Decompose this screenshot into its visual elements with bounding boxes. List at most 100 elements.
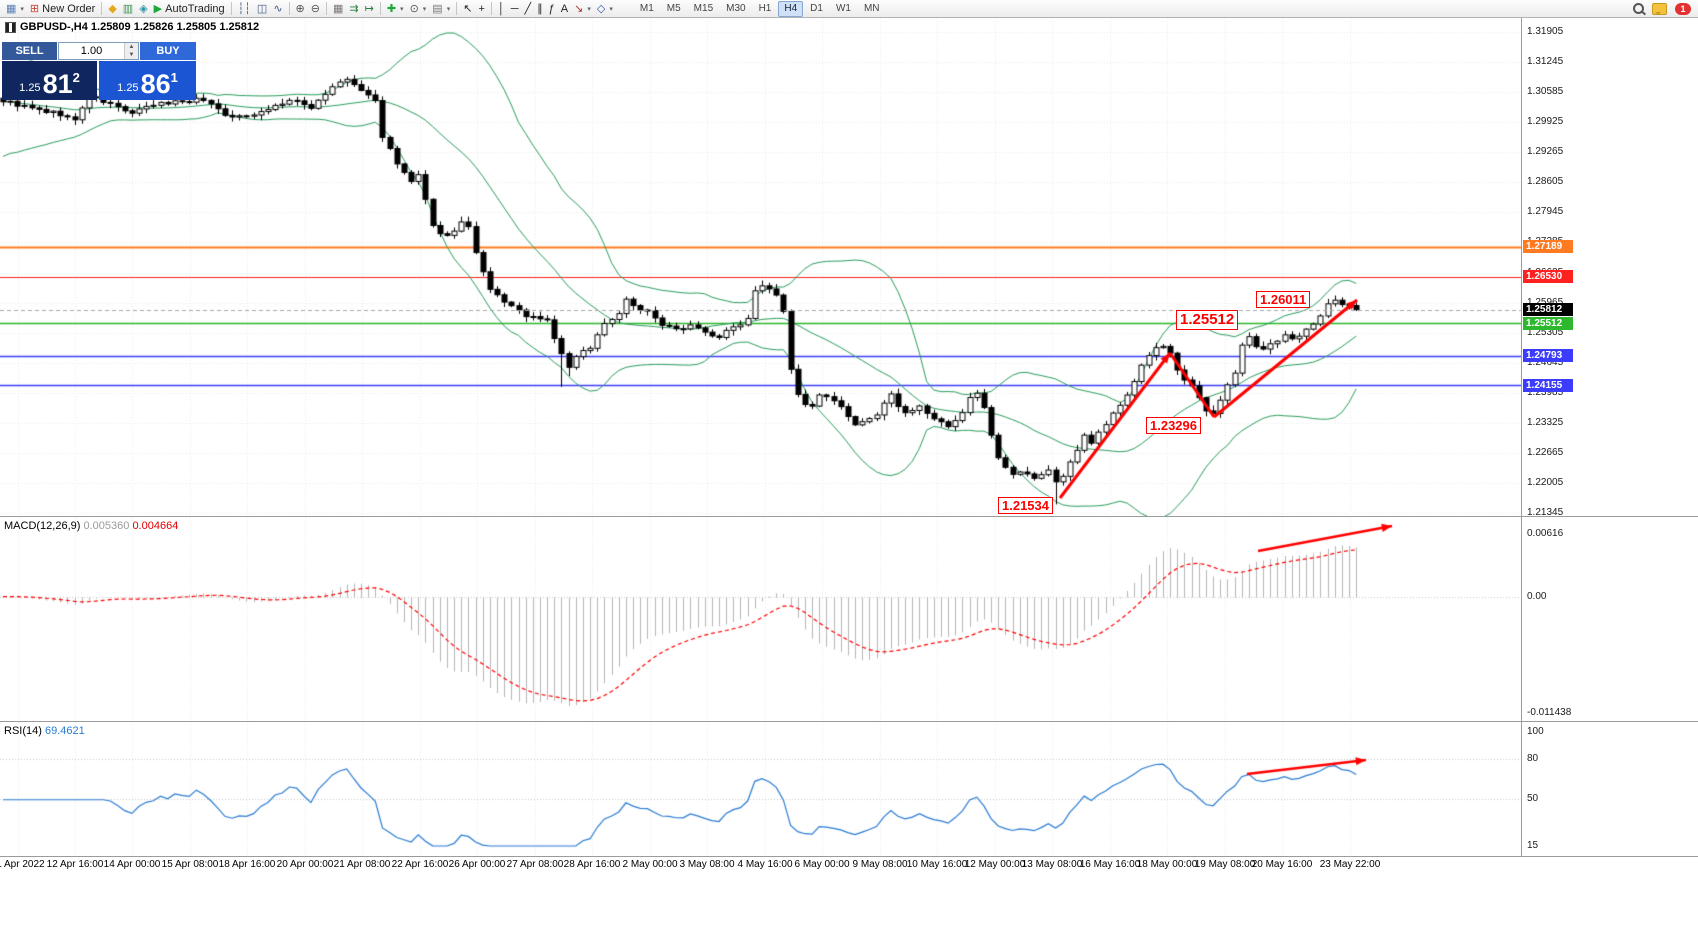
sell-button[interactable]: SELL [2, 42, 57, 60]
market-watch-icon-icon: ▥ [122, 2, 134, 15]
arrows-tool-icon[interactable]: ↘ ▾ [571, 1, 594, 17]
autotrading-button-label: AutoTrading [165, 2, 225, 15]
rsi-panel-canvas[interactable] [0, 722, 1522, 856]
symbol-ohlc-text: GBPUSD-,H4 1.25809 1.25826 1.25805 1.258… [20, 21, 260, 33]
toolbar-separator [490, 2, 492, 15]
macd-axis-label: 0.00 [1527, 590, 1547, 602]
indicators-icon[interactable]: ✚ ▾ [384, 1, 407, 17]
new-chart-icon[interactable]: ▦ ▾ [3, 1, 27, 17]
time-axis-label: 12 Apr 16:00 [46, 859, 104, 870]
dropdown-caret-icon: ▾ [587, 5, 591, 13]
trendline-icon[interactable]: ╱ [522, 1, 535, 17]
strategy-tester-icon[interactable]: ◈ [136, 1, 150, 17]
text-label-icon[interactable]: A [558, 1, 571, 17]
price-axis-label: 1.29265 [1527, 146, 1564, 158]
panel-separator [0, 856, 1698, 857]
macd-axis-label: 0.00616 [1527, 527, 1564, 539]
zoom-in-icon[interactable]: ⊕ [293, 1, 308, 17]
toolbar-right-group: 1 [1633, 2, 1695, 15]
timeframe-button-h1[interactable]: H1 [758, 2, 772, 14]
timeframe-button-h4[interactable]: H4 [778, 0, 804, 17]
panel-separator[interactable] [0, 721, 1698, 722]
time-axis-label: 11 Apr 2022 [0, 859, 45, 870]
volume-spinner: ▲ ▼ [124, 43, 138, 59]
buy-price-big: 86 [140, 69, 171, 100]
timeframe-button-m30[interactable]: M30 [726, 2, 746, 14]
metaeditor-icon-icon: ◆ [108, 2, 117, 15]
volume-input[interactable] [59, 43, 124, 59]
auto-scroll-icon[interactable]: ⇉ [346, 1, 361, 17]
new-order-button[interactable]: ⊞ New Order [27, 1, 98, 17]
trendline-icon-icon: ╱ [524, 2, 532, 15]
price-line-label: 1.27189 [1523, 240, 1573, 254]
chat-icon[interactable] [1652, 2, 1667, 15]
rsi-value: 69.4621 [44, 725, 85, 737]
vertical-line-icon[interactable]: │ [495, 1, 508, 17]
channel-icon[interactable]: ∥ [534, 1, 546, 17]
price-axis-label: 1.21345 [1527, 507, 1564, 519]
price-chart-canvas[interactable] [0, 18, 1522, 516]
volume-up-icon[interactable]: ▲ [125, 43, 138, 51]
price-line-label: 1.24793 [1523, 349, 1573, 363]
metaeditor-icon[interactable]: ◆ [105, 1, 119, 17]
timeframe-button-w1[interactable]: W1 [835, 2, 851, 14]
timeframe-button-mn[interactable]: MN [863, 2, 880, 14]
price-scale-column: 1.31905 1.31245 1.30585 1.29925 1.29265 1.286… [1521, 18, 1698, 857]
rsi-axis-label: 80 [1527, 752, 1539, 764]
zoom-out-icon[interactable]: ⊖ [308, 1, 323, 17]
price-line-label: 1.26530 [1523, 270, 1573, 284]
toolbar-separator [325, 2, 327, 15]
templates-icon[interactable]: ▤ ▾ [429, 1, 453, 17]
timeframe-button-d1[interactable]: D1 [810, 2, 823, 14]
shapes-tool-icon[interactable]: ◇ ▾ [594, 1, 616, 17]
chart-shift-icon[interactable]: ↦ [362, 1, 377, 17]
cursor-icon-icon: ↖ [463, 2, 473, 15]
price-axis-label: 1.31905 [1527, 26, 1564, 38]
strategy-tester-icon-icon: ◈ [139, 2, 148, 15]
notification-badge[interactable]: 1 [1675, 2, 1691, 15]
dropdown-caret-icon: ▾ [400, 5, 404, 13]
timeframe-button-m15[interactable]: M15 [693, 2, 714, 14]
candlestick-chart-icon-icon: ◫ [256, 2, 268, 15]
price-axis-label: 1.31245 [1527, 56, 1564, 68]
indicators-icon-icon: ✚ [386, 2, 397, 15]
one-click-trading-widget: SELL ▲ ▼ BUY 1.25 81 2 1.25 86 1 [2, 42, 196, 100]
volume-down-icon[interactable]: ▼ [125, 51, 138, 59]
annotation-price-box: 1.23296 [1146, 417, 1201, 434]
new-order-button-label: New Order [42, 2, 96, 15]
tile-windows-icon[interactable]: ▦ [330, 1, 346, 17]
market-watch-icon[interactable]: ▥ [120, 1, 136, 17]
sell-price-small: 1.25 [19, 82, 41, 94]
price-axis-label: 1.25965 [1527, 297, 1563, 308]
annotation-price-box: 1.26011 [1256, 291, 1311, 308]
bar-chart-icon[interactable]: ┆┆ [235, 1, 254, 17]
cursor-icon[interactable]: ↖ [460, 1, 475, 17]
crosshair-icon[interactable]: + [475, 1, 487, 17]
time-axis-label: 21 Apr 08:00 [333, 859, 391, 870]
horizontal-line-icon[interactable]: ─ [508, 1, 522, 17]
price-axis-label: 1.22005 [1527, 476, 1564, 488]
macd-panel-canvas[interactable] [0, 517, 1522, 721]
buy-price-panel[interactable]: 1.25 86 1 [99, 61, 196, 100]
candlestick-chart-icon[interactable]: ◫ [254, 1, 270, 17]
text-label-icon-icon: A [560, 2, 569, 15]
search-icon[interactable] [1633, 3, 1644, 14]
periods-icon[interactable]: ⊙ ▾ [407, 1, 430, 17]
sell-price-panel[interactable]: 1.25 81 2 [2, 61, 97, 100]
auto-scroll-icon-icon: ⇉ [349, 2, 359, 15]
time-axis-label: 12 May 00:00 [964, 859, 1026, 870]
buy-button[interactable]: BUY [140, 42, 196, 60]
price-axis-label: 1.23325 [1527, 416, 1564, 428]
autotrading-button[interactable]: ▶ AutoTrading [151, 1, 228, 17]
timeframe-button-m5[interactable]: M5 [666, 2, 681, 14]
time-axis-label: 27 Apr 08:00 [506, 859, 564, 870]
price-line-label: 1.25512 [1523, 316, 1573, 330]
timeframe-button-m1[interactable]: M1 [639, 2, 654, 14]
buy-price-sup: 1 [170, 70, 178, 85]
time-axis-label: 15 Apr 08:00 [161, 859, 219, 870]
time-axis-label: 22 Apr 16:00 [391, 859, 449, 870]
line-chart-icon[interactable]: ∿ [270, 1, 285, 17]
panel-separator[interactable] [0, 516, 1698, 517]
fibonacci-icon[interactable]: ƒ [546, 1, 558, 17]
